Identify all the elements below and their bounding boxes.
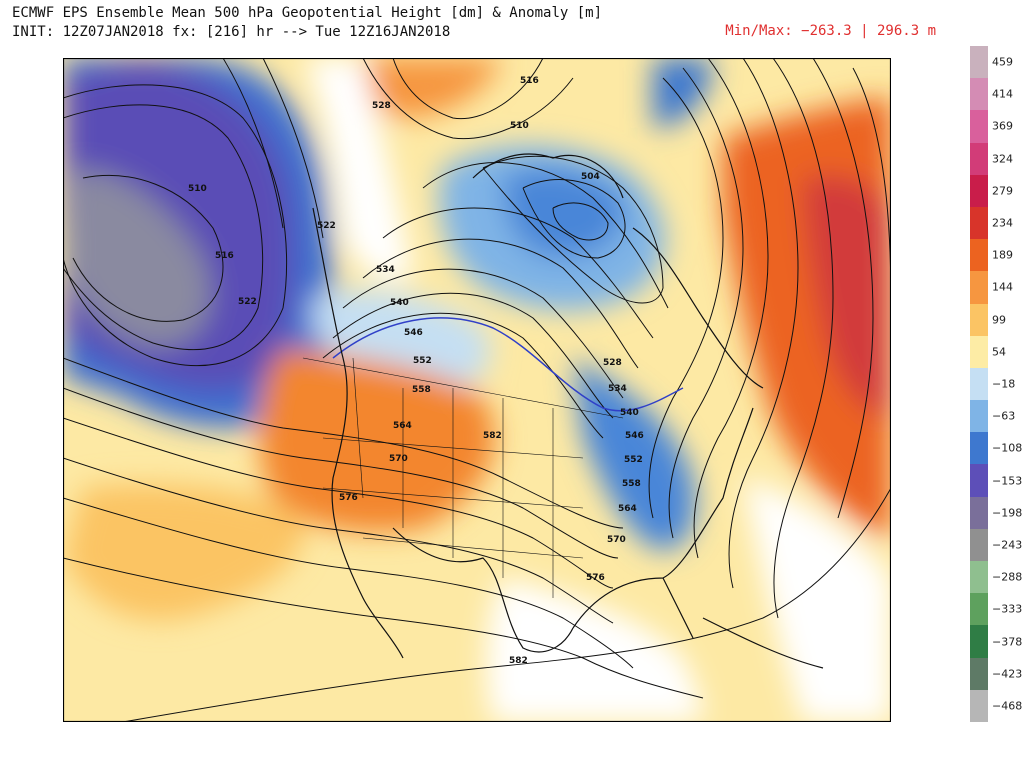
contour-label: 504 bbox=[581, 172, 600, 182]
contour-label: 528 bbox=[372, 101, 391, 111]
colorbar-label: 369 bbox=[992, 119, 1013, 133]
contour-label: 576 bbox=[586, 573, 605, 583]
forecast-map: 510 516 522 528 534 540 546 552 558 564 … bbox=[63, 58, 891, 722]
map-frame bbox=[63, 58, 891, 722]
colorbar-segment bbox=[970, 400, 988, 433]
colorbar-label: 324 bbox=[992, 152, 1013, 166]
contour-label: 576 bbox=[339, 493, 358, 503]
colorbar-segment bbox=[970, 528, 988, 562]
map-title: ECMWF EPS Ensemble Mean 500 hPa Geopoten… bbox=[12, 4, 602, 42]
colorbar-segment bbox=[970, 110, 988, 144]
colorbar-segment bbox=[970, 593, 988, 626]
colorbar-segment bbox=[970, 239, 988, 272]
coastlines bbox=[312, 153, 824, 669]
contour-label: 534 bbox=[376, 265, 395, 275]
colorbar-label: 189 bbox=[992, 248, 1013, 262]
colorbar-segment bbox=[970, 46, 988, 79]
height-contours bbox=[63, 58, 891, 722]
colorbar bbox=[970, 46, 988, 723]
contour-label: 564 bbox=[618, 504, 637, 514]
colorbar-label: −288 bbox=[992, 570, 1023, 584]
colorbar-segment bbox=[970, 271, 988, 305]
contour-label: 558 bbox=[412, 385, 431, 395]
anomaly-shading bbox=[63, 58, 891, 722]
contour-label: 510 bbox=[510, 121, 529, 131]
political-boundaries bbox=[302, 357, 624, 598]
contour-label: 552 bbox=[413, 356, 432, 366]
colorbar-segment bbox=[970, 206, 988, 240]
contour-label: 552 bbox=[624, 455, 643, 465]
colorbar-label: 279 bbox=[992, 184, 1013, 198]
colorbar-label: 459 bbox=[992, 55, 1013, 69]
colorbar-label: −153 bbox=[992, 474, 1023, 488]
colorbar-label: −108 bbox=[992, 441, 1023, 455]
colorbar-segment bbox=[970, 367, 988, 401]
colorbar-segment bbox=[970, 625, 988, 659]
colorbar-segment bbox=[970, 142, 988, 176]
contour-label: 558 bbox=[622, 479, 641, 489]
contour-label: 570 bbox=[389, 454, 408, 464]
colorbar-segment bbox=[970, 689, 988, 723]
contour-label-group: 510 516 522 528 534 540 546 552 558 564 … bbox=[188, 76, 644, 666]
contour-label: 510 bbox=[188, 184, 207, 194]
colorbar-label: 234 bbox=[992, 216, 1013, 230]
colorbar-segment bbox=[970, 464, 988, 498]
contour-label: 516 bbox=[520, 76, 539, 86]
contour-label: 546 bbox=[625, 431, 644, 441]
colorbar-label: −423 bbox=[992, 667, 1023, 681]
colorbar-label: −468 bbox=[992, 699, 1023, 713]
colorbar-segment bbox=[970, 335, 988, 369]
contour-label: 522 bbox=[238, 297, 257, 307]
colorbar-label: −18 bbox=[992, 377, 1016, 391]
title-line-1: ECMWF EPS Ensemble Mean 500 hPa Geopoten… bbox=[12, 5, 603, 21]
colorbar-label: −378 bbox=[992, 635, 1023, 649]
colorbar-label: −63 bbox=[992, 409, 1016, 423]
contour-label: 528 bbox=[603, 358, 622, 368]
min-max-readout: Min/Max: −263.3 | 296.3 m bbox=[725, 23, 936, 39]
colorbar-label: −243 bbox=[992, 538, 1023, 552]
colorbar-label: 99 bbox=[992, 313, 1006, 327]
contour-label: 546 bbox=[404, 328, 423, 338]
colorbar-segment bbox=[970, 432, 988, 465]
freezing-line bbox=[332, 317, 684, 412]
contour-label: 540 bbox=[390, 298, 409, 308]
contour-label: 564 bbox=[393, 421, 412, 431]
colorbar-segment bbox=[970, 78, 988, 111]
contour-label: 540 bbox=[620, 408, 639, 418]
contour-label: 582 bbox=[483, 431, 502, 441]
title-line-2: INIT: 12Z07JAN2018 fx: [216] hr --> Tue … bbox=[12, 24, 451, 40]
colorbar-labels: 459 414 369 324 279 234 189 144 99 54 −18 −63 −108 −1… bbox=[992, 46, 1024, 722]
contour-label: 570 bbox=[607, 535, 626, 545]
colorbar-segment bbox=[970, 174, 988, 208]
colorbar-segment bbox=[970, 561, 988, 594]
contour-label: 582 bbox=[509, 656, 528, 666]
colorbar-label: −198 bbox=[992, 506, 1023, 520]
colorbar-label: 414 bbox=[992, 87, 1013, 101]
colorbar-label: 144 bbox=[992, 280, 1013, 294]
contour-label: 522 bbox=[317, 221, 336, 231]
colorbar-segment bbox=[970, 657, 988, 691]
contour-label: 534 bbox=[608, 384, 627, 394]
colorbar-segment bbox=[970, 303, 988, 337]
colorbar-segment bbox=[970, 496, 988, 530]
colorbar-label: −333 bbox=[992, 602, 1023, 616]
contour-label: 516 bbox=[215, 251, 234, 261]
colorbar-label: 54 bbox=[992, 345, 1006, 359]
